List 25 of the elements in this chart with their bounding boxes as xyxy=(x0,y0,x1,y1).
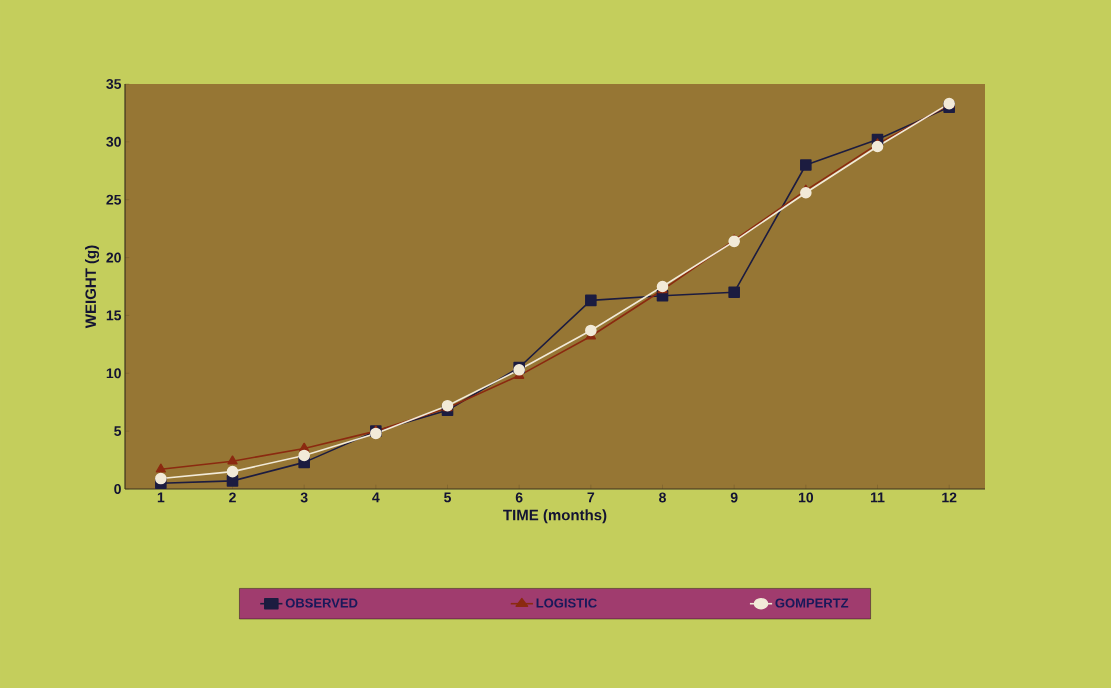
x-tick-label: 7 xyxy=(587,492,595,503)
y-tick-label: 0 xyxy=(114,484,121,494)
x-tick-label: 12 xyxy=(942,492,957,503)
x-tick-label: 2 xyxy=(229,492,236,503)
legend-label: LOGISTIC xyxy=(536,598,597,608)
x-tick-label: 4 xyxy=(372,492,380,503)
y-tick-label: 10 xyxy=(106,368,121,379)
x-tick-label: 6 xyxy=(515,492,523,503)
y-axis-title: WEIGHT (g) xyxy=(84,245,100,329)
x-tick-label: 5 xyxy=(444,492,452,503)
x-tick-label: 8 xyxy=(659,492,666,503)
legend-label: OBSERVED xyxy=(285,598,358,608)
x-tick-label: 10 xyxy=(798,492,814,503)
x-tick-label: 9 xyxy=(730,492,738,503)
y-tick-label: 15 xyxy=(106,310,122,321)
x-tick-label: 11 xyxy=(870,492,885,503)
y-tick-label: 5 xyxy=(114,426,122,437)
legend-label: GOMPERTZ xyxy=(775,598,849,608)
x-axis-title: TIME (months) xyxy=(503,509,607,524)
y-tick-label: 25 xyxy=(106,194,122,205)
y-tick-label: 30 xyxy=(106,136,121,147)
x-tick-label: 1 xyxy=(157,492,165,503)
y-tick-label: 35 xyxy=(106,79,122,89)
x-tick-label: 3 xyxy=(300,492,308,503)
y-tick-label: 20 xyxy=(106,252,121,263)
